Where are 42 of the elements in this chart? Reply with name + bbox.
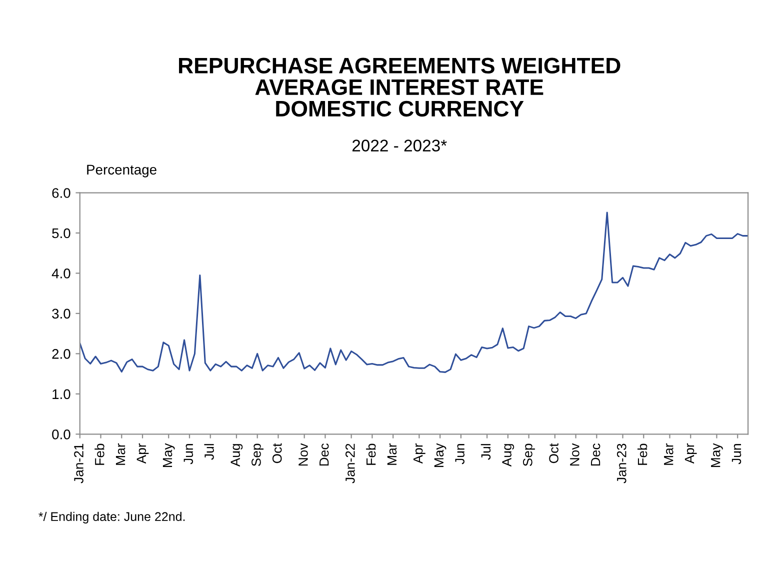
y-tick-label: 2.0 — [52, 349, 70, 359]
y-tick-label: 1.0 — [52, 389, 70, 400]
x-tick-label: Oct — [272, 443, 282, 464]
x-tick-label: Mar — [664, 443, 674, 465]
x-tick-label: Jan-23 — [616, 444, 626, 484]
x-tick-label: Jul — [204, 444, 214, 460]
x-tick-label: Dec — [590, 444, 600, 466]
x-tick-label: Jun — [184, 444, 194, 464]
y-tick-label: 0.0 — [52, 429, 70, 440]
x-tick-label: Apr — [136, 443, 149, 464]
x-tick-label: Jan-21 — [74, 444, 84, 484]
x-tick-label: May — [162, 443, 175, 468]
x-tick-label: Jun — [455, 444, 464, 464]
x-tick-label: Sep — [252, 444, 264, 466]
line-series — [80, 212, 748, 373]
x-tick-label: Sep — [522, 444, 535, 466]
y-tick-label: 3.0 — [52, 308, 70, 319]
x-tick-label: Jul — [480, 444, 491, 460]
x-tick-label: Apr — [684, 443, 697, 464]
x-tick-label: Feb — [366, 444, 376, 465]
y-tick-label: 5.0 — [52, 228, 70, 238]
y-tick-label: 4.0 — [52, 268, 70, 278]
x-tick-label: Mar — [387, 443, 397, 465]
chart-title: REPURCHASE AGREEMENTS WEIGHTED AVERAGE INTEREST RATE DOMESTIC CURRENCY — [179, 58, 620, 117]
x-tick-label: Feb — [94, 444, 104, 465]
x-tick-label: Mar — [116, 443, 126, 465]
chart-subtitle: 2022 - 2023* — [352, 140, 447, 152]
x-tick-label: Nov — [570, 443, 580, 466]
x-tick-label: Aug — [230, 444, 243, 467]
x-tick-label: Aug — [502, 444, 514, 467]
x-tick-label: May — [711, 443, 723, 468]
x-tick-label: May — [434, 443, 446, 468]
x-tick-label: Oct — [549, 443, 558, 464]
text: */ Ending date: June 22nd. — [38, 512, 185, 524]
x-tick-label: Apr — [414, 443, 426, 464]
x-tick-label: Jun — [732, 444, 742, 464]
x-tick-label: Feb — [637, 444, 648, 465]
y-tick-label: 6.0 — [52, 188, 70, 198]
x-tick-label: Dec — [320, 444, 329, 466]
x-tick-label: Nov — [298, 443, 308, 466]
y-axis-title: Percentage — [87, 164, 156, 178]
x-tick-label: Jan-22 — [346, 444, 355, 484]
